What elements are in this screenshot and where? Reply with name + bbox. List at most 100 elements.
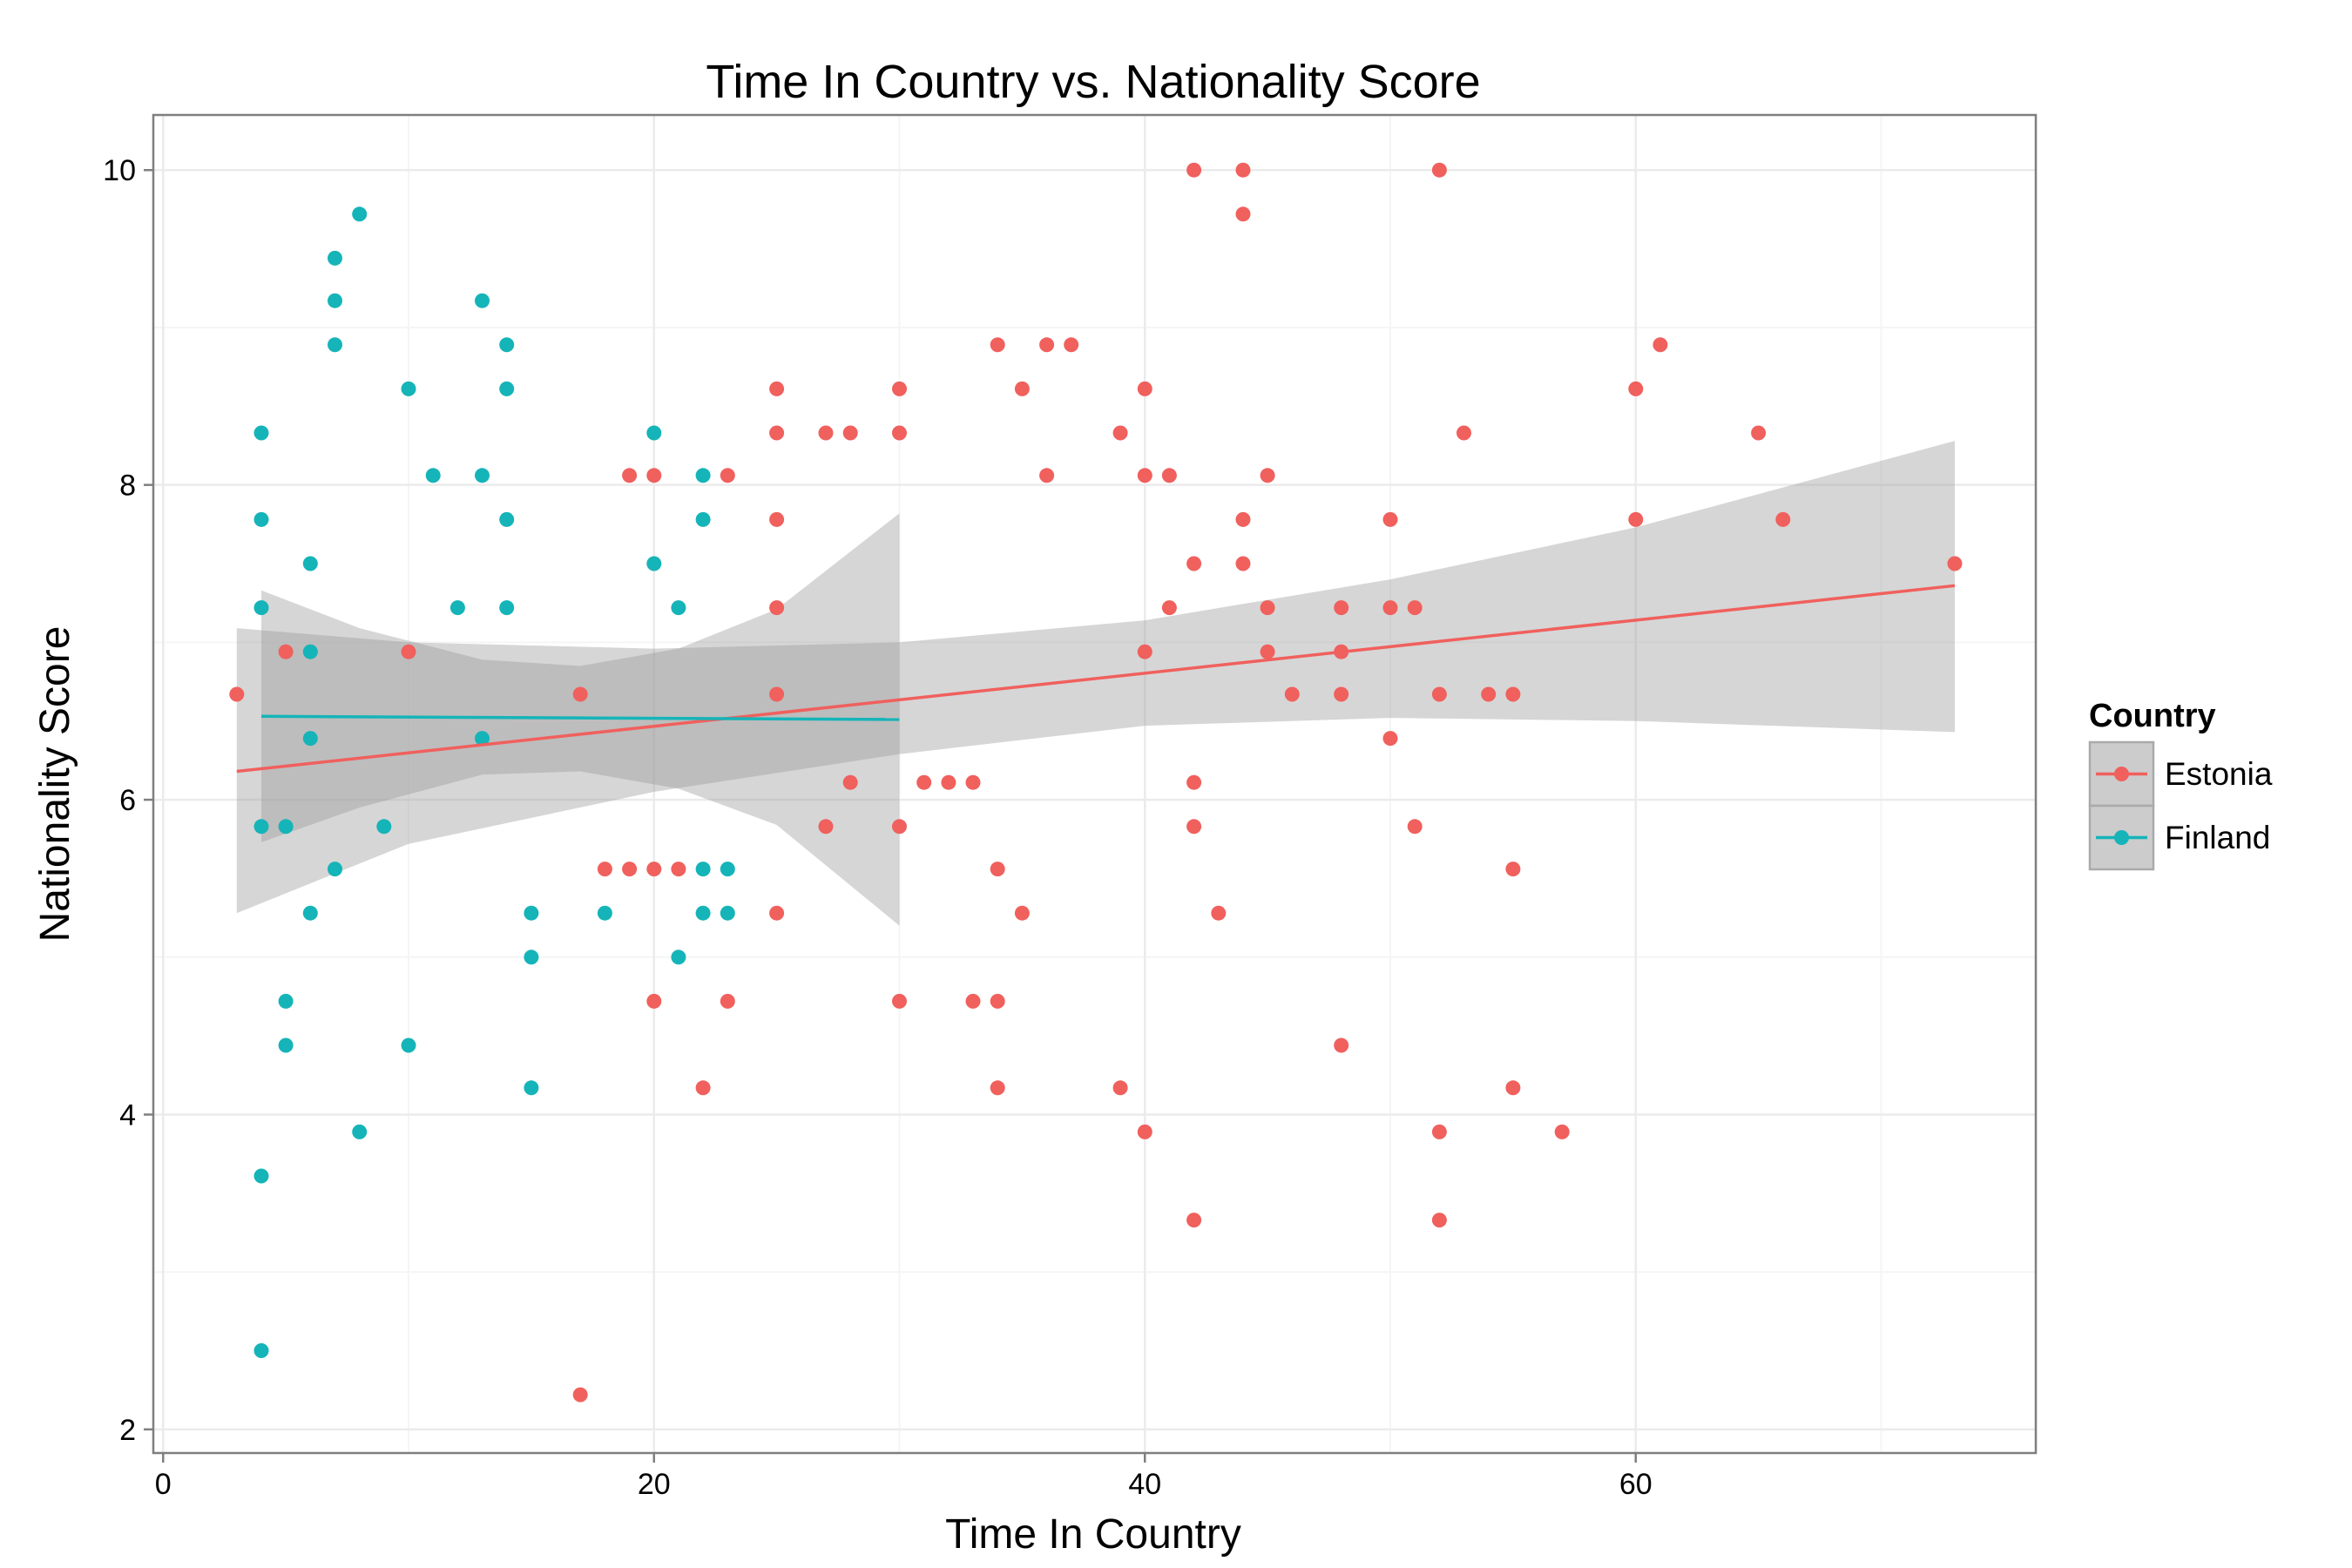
- data-point-finland: [253, 600, 269, 616]
- data-point-finland: [695, 862, 711, 877]
- data-point-finland: [376, 819, 392, 835]
- data-point-estonia: [990, 862, 1005, 877]
- data-point-estonia: [818, 425, 834, 441]
- data-point-estonia: [1064, 337, 1079, 353]
- data-point-estonia: [769, 425, 785, 441]
- data-point-finland: [352, 206, 368, 222]
- y-tick-label: 4: [119, 1098, 136, 1132]
- data-point-estonia: [1014, 381, 1030, 396]
- x-axis: 0 20 40 60: [155, 1453, 1652, 1501]
- legend-label-estonia: Estonia: [2165, 756, 2273, 792]
- legend-title: Country: [2089, 698, 2216, 734]
- x-tick-label: 20: [638, 1468, 671, 1501]
- data-point-finland: [253, 511, 269, 527]
- data-point-estonia: [1161, 468, 1177, 483]
- data-point-finland: [695, 468, 711, 483]
- data-point-finland: [253, 819, 269, 835]
- data-point-finland: [499, 381, 515, 396]
- data-point-estonia: [1284, 686, 1300, 702]
- data-point-estonia: [1334, 600, 1349, 616]
- data-point-finland: [302, 905, 318, 921]
- y-axis: 2 4 6 8 10: [103, 154, 153, 1447]
- legend-marker-estonia: [2114, 767, 2129, 781]
- data-point-finland: [524, 1080, 539, 1096]
- data-point-finland: [524, 905, 539, 921]
- data-point-estonia: [1431, 1124, 1447, 1139]
- data-point-estonia: [1431, 1213, 1447, 1228]
- data-point-finland: [425, 468, 441, 483]
- data-point-finland: [720, 862, 735, 877]
- data-point-estonia: [1947, 556, 1963, 571]
- data-point-finland: [646, 425, 662, 441]
- data-point-estonia: [646, 468, 662, 483]
- data-point-estonia: [965, 993, 981, 1009]
- data-point-finland: [695, 905, 711, 921]
- data-point-estonia: [572, 686, 588, 702]
- data-point-finland: [524, 950, 539, 965]
- data-point-finland: [499, 337, 515, 353]
- data-point-estonia: [1260, 600, 1275, 616]
- data-point-estonia: [1112, 1080, 1128, 1096]
- data-point-estonia: [1211, 905, 1227, 921]
- data-point-estonia: [671, 862, 686, 877]
- data-point-finland: [597, 905, 612, 921]
- data-point-estonia: [1039, 337, 1055, 353]
- data-point-estonia: [842, 774, 858, 790]
- data-point-estonia: [842, 425, 858, 441]
- data-point-estonia: [622, 862, 638, 877]
- legend-marker-finland: [2114, 830, 2129, 845]
- data-point-estonia: [1431, 162, 1447, 178]
- data-point-estonia: [1161, 600, 1177, 616]
- data-point-finland: [720, 905, 735, 921]
- data-point-estonia: [646, 993, 662, 1009]
- data-point-finland: [328, 250, 342, 266]
- data-point-estonia: [401, 644, 416, 659]
- data-point-estonia: [720, 993, 735, 1009]
- data-point-finland: [499, 600, 515, 616]
- data-point-estonia: [990, 1080, 1005, 1096]
- data-point-finland: [302, 556, 318, 571]
- data-point-estonia: [769, 511, 785, 527]
- data-point-estonia: [1382, 731, 1398, 747]
- data-point-estonia: [1505, 1080, 1521, 1096]
- data-point-finland: [278, 1037, 294, 1053]
- data-point-finland: [449, 600, 465, 616]
- data-point-estonia: [1186, 162, 1202, 178]
- data-point-estonia: [1260, 468, 1275, 483]
- data-point-estonia: [1112, 425, 1128, 441]
- data-point-estonia: [1407, 819, 1423, 835]
- panel-background: [153, 115, 2036, 1453]
- data-point-estonia: [1039, 468, 1055, 483]
- data-point-finland: [253, 1168, 269, 1184]
- y-tick-label: 6: [119, 784, 136, 817]
- data-point-finland: [671, 950, 686, 965]
- data-point-estonia: [278, 644, 294, 659]
- data-point-estonia: [892, 993, 907, 1009]
- data-point-estonia: [1554, 1124, 1570, 1139]
- data-point-estonia: [1235, 162, 1251, 178]
- legend-label-finland: Finland: [2165, 820, 2270, 855]
- data-point-estonia: [1235, 556, 1251, 571]
- data-point-estonia: [941, 774, 956, 790]
- x-tick-label: 0: [155, 1468, 172, 1501]
- panel-border: [152, 113, 2038, 1455]
- data-point-estonia: [990, 993, 1005, 1009]
- data-point-finland: [646, 556, 662, 571]
- data-point-finland: [302, 731, 318, 747]
- data-point-estonia: [916, 774, 932, 790]
- data-point-estonia: [1751, 425, 1767, 441]
- data-point-estonia: [1407, 600, 1423, 616]
- data-point-finland: [253, 1343, 269, 1358]
- data-point-estonia: [622, 468, 638, 483]
- data-point-estonia: [965, 774, 981, 790]
- data-point-finland: [475, 293, 490, 308]
- data-point-estonia: [695, 1080, 711, 1096]
- data-point-finland: [499, 511, 515, 527]
- data-point-estonia: [1775, 511, 1791, 527]
- data-point-finland: [278, 819, 294, 835]
- data-point-estonia: [892, 381, 907, 396]
- data-point-estonia: [1456, 425, 1471, 441]
- data-point-estonia: [818, 819, 834, 835]
- data-point-estonia: [892, 819, 907, 835]
